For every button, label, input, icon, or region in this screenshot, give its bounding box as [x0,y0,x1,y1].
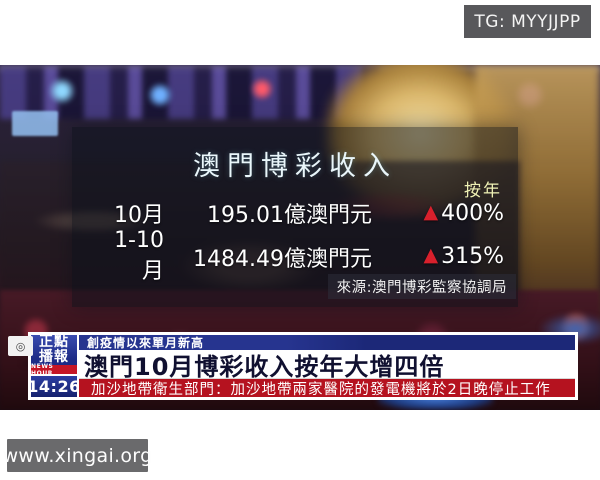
value-cell: 195.01億澳門元 [207,203,372,228]
change-cell: ▲ 315% [372,244,504,269]
telegram-contact-badge: TG: MYYJJPP [464,5,591,38]
period-cell: 1-10月 [114,228,164,284]
news-hour-label: NEWS HOUR [31,363,77,377]
value-cell: 1484.49億澳門元 [193,246,372,272]
banner-left-column: 正點 播報 NEWS HOUR 14:26 [27,335,81,397]
up-triangle-icon: ▲ [423,200,439,223]
revenue-table: 10月 195.01億澳門元 ▲ 400% 1-10月 1484.49億澳門元 … [100,197,504,285]
headline: 澳門10月博彩收入按年大增四倍 [79,350,575,378]
revenue-overlay-panel: 澳門博彩收入 按年 10月 195.01億澳門元 ▲ 400% 1-10月 14… [72,127,518,307]
change-cell: ▲ 400% [372,201,504,226]
table-row: 1-10月 1484.49億澳門元 ▲ 315% [100,228,504,284]
station-watermark: ◎ [8,336,33,356]
kicker-strip: 創疫情以來單月新高 [79,335,575,350]
up-triangle-icon: ▲ [423,244,439,266]
tv-screen [12,111,58,136]
news-ticker: 加沙地帶衛生部門：加沙地帶兩家醫院的發電機將於2日晚停止工作 [79,378,575,397]
news-hour-logo: 正點 播報 [31,335,77,365]
logo-line2: 播報 [39,349,69,365]
station-logo-icon: ◎ [15,339,26,353]
table-row: 10月 195.01億澳門元 ▲ 400% [100,197,504,229]
yoy-column-header: 按年 [464,181,502,201]
banner-right-column: 創疫情以來單月新高 澳門10月博彩收入按年大增四倍 加沙地帶衛生部門：加沙地帶兩… [79,335,575,397]
change-percent: 400% [441,200,504,226]
website-badge: www.xingai.org [3,439,152,472]
period-cell: 10月 [114,203,164,228]
overlay-title: 澳門博彩收入 [193,151,397,182]
logo-line1: 正點 [39,334,69,350]
news-lower-third: 正點 播報 NEWS HOUR 14:26 創疫情以來單月新高 澳門10月博彩收… [27,332,578,400]
source-attribution: 來源:澳門博彩監察協調局 [327,274,516,299]
casino-photo: 澳門博彩收入 按年 10月 195.01億澳門元 ▲ 400% 1-10月 14… [0,65,600,410]
website-url: www.xingai.org [2,444,153,467]
change-percent: 315% [441,244,504,269]
telegram-contact-label: TG: MYYJJPP [474,11,581,32]
clock-time: 14:26 [27,376,81,397]
